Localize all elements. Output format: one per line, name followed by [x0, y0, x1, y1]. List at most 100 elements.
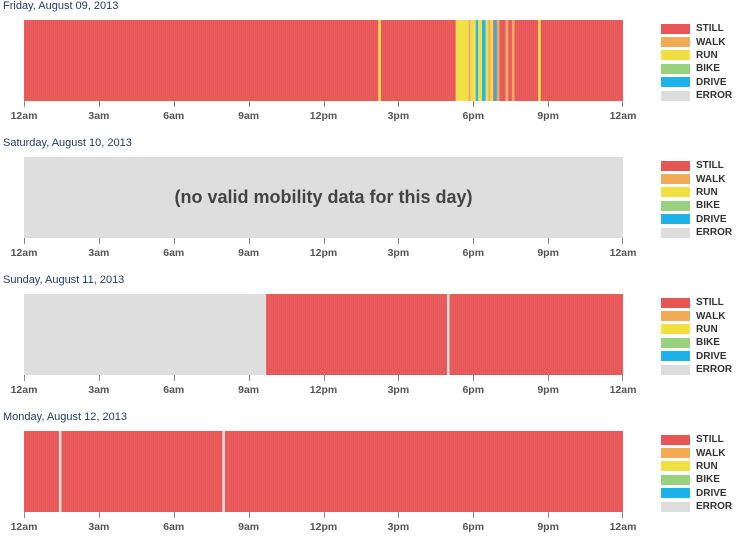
- stripe-texture: [288, 431, 289, 512]
- segment-error: [24, 294, 267, 375]
- legend-item: DRIVE: [661, 487, 732, 500]
- stripe-texture: [50, 294, 51, 375]
- stripe-texture: [44, 20, 45, 101]
- stripe-texture: [94, 157, 95, 238]
- stripe-texture: [26, 157, 27, 238]
- stripe-texture: [84, 294, 85, 375]
- stripe-texture: [536, 20, 537, 101]
- stripe-texture: [622, 157, 623, 238]
- stripe-texture: [86, 20, 87, 101]
- stripe-texture: [68, 294, 69, 375]
- stripe-texture: [44, 294, 45, 375]
- stripe-texture: [24, 157, 25, 238]
- legend-label: ERROR: [696, 90, 733, 102]
- stripe-texture: [582, 294, 583, 375]
- stripe-texture: [530, 157, 531, 238]
- legend-swatch: [661, 364, 690, 375]
- stripe-texture: [478, 157, 479, 238]
- stripe-texture: [392, 431, 393, 512]
- stripe-texture: [418, 294, 419, 375]
- stripe-texture: [160, 294, 161, 375]
- stripe-texture: [412, 20, 413, 101]
- stripe-texture: [326, 431, 327, 512]
- stripe-texture: [90, 294, 91, 375]
- x-tick-label: 12am: [10, 247, 38, 259]
- stripe-texture: [94, 20, 95, 101]
- stripe-texture: [206, 20, 207, 101]
- stripe-texture: [576, 431, 577, 512]
- stripe-texture: [576, 20, 577, 101]
- stripe-texture: [612, 294, 613, 375]
- stripe-texture: [564, 157, 565, 238]
- stripe-texture: [484, 294, 485, 375]
- stripe-texture: [406, 431, 407, 512]
- legend: STILL WALK RUN BIKE DRIVE ERROR: [661, 159, 732, 239]
- legend-swatch: [661, 461, 690, 472]
- segment-still: [266, 294, 448, 375]
- stripe-texture: [172, 20, 173, 101]
- stripe-texture: [48, 20, 49, 101]
- stripe-texture: [312, 20, 313, 101]
- stripe-texture: [464, 157, 465, 238]
- stripe-texture: [592, 157, 593, 238]
- stripe-texture: [596, 431, 597, 512]
- stripe-texture: [328, 157, 329, 238]
- segment-drive: [494, 20, 497, 101]
- x-tick-mark: [548, 512, 550, 518]
- stripe-texture: [464, 431, 465, 512]
- stripe-texture: [32, 157, 33, 238]
- stripe-texture: [270, 157, 271, 238]
- stripe-texture: [474, 431, 475, 512]
- stripe-texture: [518, 20, 519, 101]
- stripe-texture: [470, 431, 471, 512]
- stripe-texture: [506, 20, 507, 101]
- stripe-texture: [416, 157, 417, 238]
- stripe-texture: [336, 20, 337, 101]
- stripe-texture: [556, 431, 557, 512]
- stripe-texture: [140, 157, 141, 238]
- stripe-texture: [276, 431, 277, 512]
- stripe-texture: [410, 431, 411, 512]
- legend-label: RUN: [696, 186, 718, 198]
- stripe-texture: [424, 431, 425, 512]
- stripe-texture: [172, 157, 173, 238]
- stripe-texture: [276, 294, 277, 375]
- stripe-texture: [278, 294, 279, 375]
- stripe-texture: [530, 20, 531, 101]
- stripe-texture: [128, 157, 129, 238]
- stripe-texture: [252, 294, 253, 375]
- stripe-texture: [358, 20, 359, 101]
- stripe-texture: [162, 431, 163, 512]
- stripe-texture: [434, 157, 435, 238]
- stripe-texture: [444, 20, 445, 101]
- x-tick-label: 6am: [163, 521, 185, 533]
- stripe-texture: [606, 431, 607, 512]
- stripe-texture: [138, 294, 139, 375]
- x-tick-label: 3am: [88, 247, 110, 259]
- stripe-texture: [516, 294, 517, 375]
- stripe-texture: [376, 294, 377, 375]
- stripe-texture: [356, 157, 357, 238]
- stripe-texture: [288, 20, 289, 101]
- stripe-texture: [188, 20, 189, 101]
- stripe-texture: [618, 431, 619, 512]
- legend-label: ERROR: [696, 227, 733, 239]
- stripe-texture: [476, 294, 477, 375]
- stripe-texture: [150, 294, 151, 375]
- x-tick-label: 12pm: [309, 247, 338, 259]
- stripe-texture: [246, 431, 247, 512]
- stripe-texture: [210, 294, 211, 375]
- stripe-texture: [578, 294, 579, 375]
- stripe-texture: [232, 431, 233, 512]
- stripe-texture: [296, 157, 297, 238]
- stripe-texture: [228, 431, 229, 512]
- stripe-texture: [38, 294, 39, 375]
- stripe-texture: [176, 20, 177, 101]
- stripe-texture: [258, 20, 259, 101]
- stripe-texture: [78, 431, 79, 512]
- stripe-texture: [354, 294, 355, 375]
- stripe-texture: [198, 157, 199, 238]
- stripe-texture: [184, 157, 185, 238]
- stripe-texture: [386, 431, 387, 512]
- stripe-texture: [580, 294, 581, 375]
